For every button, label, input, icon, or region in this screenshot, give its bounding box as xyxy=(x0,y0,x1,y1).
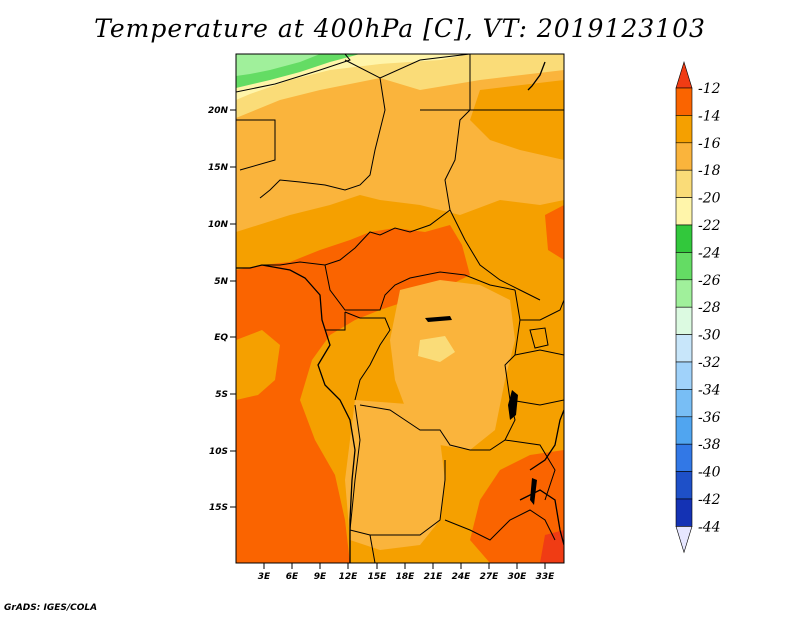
colorbar-label: -28 xyxy=(698,300,721,316)
border-drc xyxy=(359,289,521,451)
x-tick-label: 30E xyxy=(508,572,528,582)
lake-tanganyika xyxy=(508,390,518,420)
credit-text: GrADS: IGES/COLA xyxy=(4,603,98,613)
y-tick-label: EQ xyxy=(214,333,228,343)
colorbar-label: -14 xyxy=(698,108,721,124)
colorbar-swatch xyxy=(675,471,693,500)
colorbar-label: -20 xyxy=(698,191,721,207)
colorbar-label: -12 xyxy=(698,81,721,97)
border-sahel xyxy=(236,77,386,199)
colorbar-swatch xyxy=(675,87,693,116)
colorbar-swatch xyxy=(675,169,693,198)
colorbar-label: -16 xyxy=(698,136,721,152)
coastline-redsea xyxy=(527,61,546,91)
colorbar-label: -34 xyxy=(698,382,721,398)
colorbar-swatch xyxy=(675,361,693,390)
y-tick-label: 20N xyxy=(208,106,229,116)
colorbar-label: -38 xyxy=(698,437,721,453)
field-area-12c xyxy=(545,205,564,260)
field-area-12b xyxy=(470,450,564,563)
border-north xyxy=(236,54,471,93)
field-area-12a xyxy=(236,225,470,563)
colorbar-swatch xyxy=(675,526,693,554)
colorbar-swatch xyxy=(675,334,693,363)
x-tick-label: 18E xyxy=(396,572,416,582)
colorbar: -12 -14 -16 -18 -20 -22 -24 -26 -28 -30 -32 -34 -36 -… xyxy=(675,60,721,554)
colorbar-swatch xyxy=(675,416,693,445)
colorbar-label: -40 xyxy=(698,465,721,481)
x-tick-label: 15E xyxy=(368,572,388,582)
colorbar-label: -30 xyxy=(698,328,721,344)
chart-title: Temperature at 400hPa [C], VT: 201912310… xyxy=(94,14,706,43)
boundaries xyxy=(236,54,564,563)
field-area-10 xyxy=(540,530,564,563)
colorbar-swatch xyxy=(675,197,693,226)
x-tick-label: 6E xyxy=(286,572,299,582)
colorbar-label: -24 xyxy=(698,245,721,261)
x-tick-label: 9E xyxy=(314,572,327,582)
map-frame xyxy=(235,53,565,564)
y-tick-label: 15N xyxy=(208,163,229,173)
lakes xyxy=(425,316,549,505)
river-congo xyxy=(425,316,452,322)
border-congo xyxy=(325,311,391,401)
coastline-west xyxy=(236,264,356,563)
colorbar-swatch xyxy=(675,279,693,308)
x-tick-label: 21E xyxy=(424,572,444,582)
y-tick-label: 5S xyxy=(215,390,228,400)
colorbar-label: -26 xyxy=(698,273,721,289)
border-central xyxy=(262,209,451,266)
colorbar-label: -44 xyxy=(698,519,721,535)
colorbar-swatch xyxy=(675,443,693,472)
border-car xyxy=(324,264,516,311)
border-eastafrica xyxy=(504,299,564,501)
x-tick-label: 24E xyxy=(452,572,472,582)
colorbar-label: -22 xyxy=(698,218,721,234)
colorbar-label: -36 xyxy=(698,410,721,426)
colorbar-label: -18 xyxy=(698,163,721,179)
border-south xyxy=(369,509,556,563)
temperature-field xyxy=(236,54,564,563)
field-patch-18 xyxy=(418,336,455,362)
colorbar-label: -32 xyxy=(698,355,721,371)
colorbar-swatch xyxy=(675,224,693,253)
lake-malawi xyxy=(530,478,537,505)
field-patch-14c xyxy=(236,330,280,400)
colorbar-swatch xyxy=(675,142,693,171)
y-axis: 20N 15N 10N 5N EQ 5S 10S 15S xyxy=(208,106,236,513)
x-tick-label: 12E xyxy=(339,572,359,582)
x-tick-label: 33E xyxy=(536,572,556,582)
x-axis: 3E 6E 9E 12E 15E 18E 21E 24E 27E 30E 33E xyxy=(258,563,555,582)
colorbar-swatch xyxy=(675,498,693,527)
colorbar-swatch xyxy=(675,60,693,89)
colorbar-swatch xyxy=(675,252,693,281)
y-tick-label: 15S xyxy=(209,503,228,513)
field-band-26 xyxy=(236,54,320,76)
x-tick-label: 3E xyxy=(258,572,271,582)
colorbar-swatch xyxy=(675,115,693,144)
y-tick-label: 10S xyxy=(209,447,228,457)
y-tick-label: 10N xyxy=(208,220,229,230)
colorbar-swatch xyxy=(675,389,693,418)
field-patch-16b xyxy=(345,400,445,550)
field-area-14b xyxy=(470,80,564,160)
lake-victoria xyxy=(529,327,549,349)
colorbar-label: -42 xyxy=(698,492,721,508)
y-tick-label: 5N xyxy=(214,277,228,287)
x-tick-label: 27E xyxy=(480,572,500,582)
colorbar-swatch xyxy=(675,306,693,335)
